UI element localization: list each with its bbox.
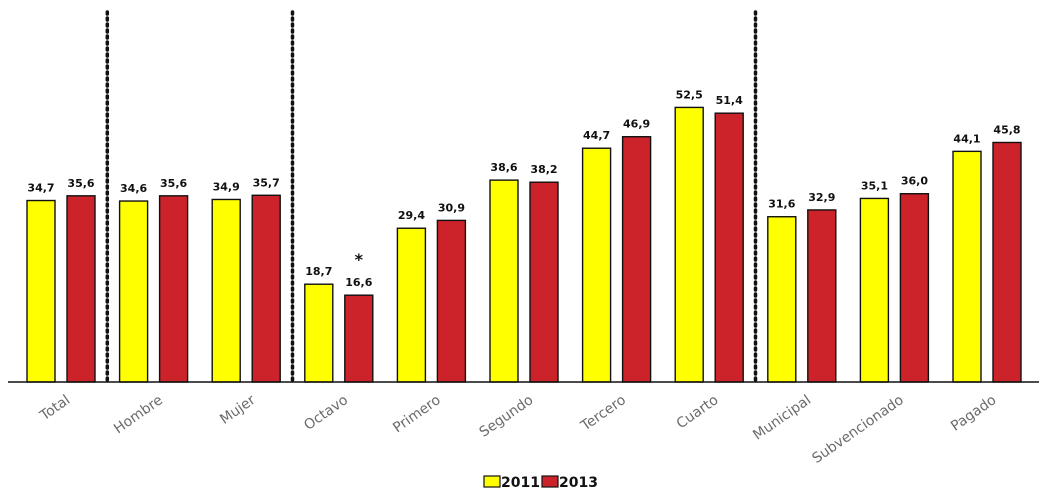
legend-swatch-2013	[541, 475, 559, 488]
legend-label-2013: 2013	[559, 475, 598, 491]
value-label-2013-pagado: 45,8	[993, 123, 1020, 136]
bar-2011-hombre	[118, 200, 149, 383]
bar-2013-octavo	[344, 294, 374, 383]
value-label-2011-municipal: 31,6	[768, 198, 795, 211]
x-tick-label-octavo: Octavo	[301, 392, 351, 434]
x-tick-label-mujer: Mujer	[217, 392, 258, 428]
value-label-2013-cuarto: 51,4	[716, 94, 743, 107]
bar-2011-primero	[396, 227, 427, 383]
legend-swatch-2011	[483, 475, 501, 488]
x-tick-label-segundo: Segundo	[477, 392, 537, 440]
value-label-2011-subvencionado: 35,1	[861, 179, 888, 192]
bar-2013-mujer	[251, 194, 281, 383]
bar-2013-cuarto	[714, 112, 744, 383]
value-label-2011-tercero: 44,7	[583, 129, 610, 142]
x-tick-label-subvencionado: Subvencionado	[809, 392, 906, 467]
bar-2013-subvencionado	[899, 193, 930, 383]
annotations: *	[355, 250, 364, 269]
value-label-2013-mujer: 35,7	[253, 176, 280, 189]
value-label-2013-total: 35,6	[67, 177, 94, 190]
value-label-2013-municipal: 32,9	[808, 191, 835, 204]
value-label-2011-primero: 29,4	[398, 209, 425, 222]
value-label-2011-pagado: 44,1	[953, 132, 980, 145]
bar-2013-municipal	[807, 209, 837, 383]
x-tick-label-primero: Primero	[390, 392, 444, 436]
bar-2013-tercero	[621, 136, 652, 383]
bar-2011-pagado	[952, 150, 982, 383]
value-label-2011-hombre: 34,6	[120, 182, 147, 195]
group-separators	[105, 10, 758, 384]
x-tick-labels: Total Hombre Mujer Octavo Primero Segundo Terc…	[37, 392, 1000, 467]
x-tick-label-municipal: Municipal	[750, 392, 814, 443]
value-label-2011-cuarto: 52,5	[676, 88, 703, 101]
bar-2011-octavo	[304, 283, 334, 383]
bar-2011-total	[26, 199, 56, 383]
bar-2011-segundo	[489, 179, 519, 383]
value-label-2013-segundo: 38,2	[530, 163, 557, 176]
value-label-2013-tercero: 46,9	[623, 118, 650, 131]
value-label-2011-mujer: 34,9	[213, 180, 240, 193]
bar-2011-tercero	[581, 147, 612, 383]
bar-2011-municipal	[767, 216, 797, 383]
bars	[26, 106, 1022, 383]
bar-2013-total	[66, 195, 96, 383]
value-label-2011-total: 34,7	[27, 182, 54, 195]
value-label-2011-octavo: 18,7	[305, 265, 332, 278]
x-tick-label-total: Total	[37, 392, 74, 424]
bar-2011-subvencionado	[859, 197, 890, 383]
x-tick-label-cuarto: Cuarto	[674, 392, 722, 432]
value-labels: 34,7 35,6 34,6 35,6 34,9 35,7 18,7 16,6 29,4 30,9…	[27, 88, 1020, 289]
value-label-2011-segundo: 38,6	[490, 161, 517, 174]
bar-2013-segundo	[529, 181, 559, 383]
bar-2013-hombre	[158, 195, 189, 383]
value-label-2013-primero: 30,9	[438, 201, 465, 214]
x-tick-label-pagado: Pagado	[948, 392, 999, 435]
bar-2011-cuarto	[674, 106, 704, 383]
value-label-2013-subvencionado: 36,0	[901, 175, 928, 188]
legend: 2011 2013	[483, 475, 598, 491]
legend-label-2011: 2011	[501, 475, 540, 491]
annotation-asterisk: *	[355, 250, 364, 269]
x-tick-label-tercero: Tercero	[577, 392, 628, 435]
bar-2011-mujer	[211, 198, 241, 383]
value-label-2013-octavo: 16,6	[345, 276, 372, 289]
value-label-2013-hombre: 35,6	[160, 177, 187, 190]
bar-2013-pagado	[992, 141, 1022, 383]
x-tick-label-hombre: Hombre	[111, 392, 166, 437]
bar-2013-primero	[436, 219, 467, 383]
